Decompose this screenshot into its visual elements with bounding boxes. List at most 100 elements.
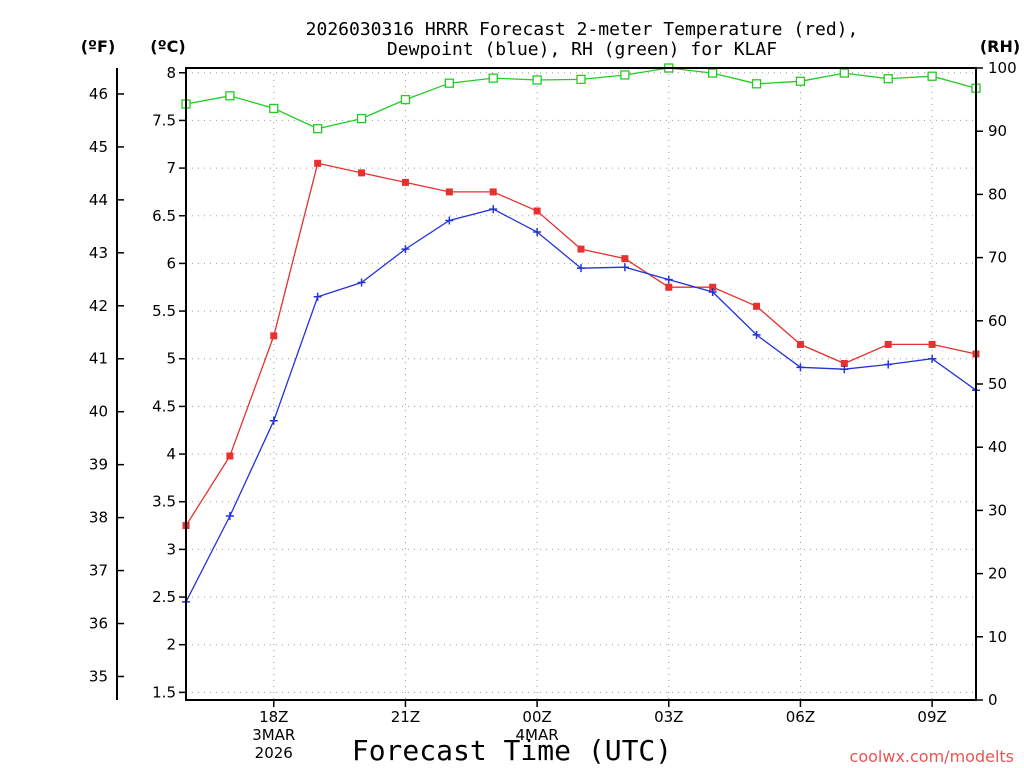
rh-tick-label: 40 [988, 438, 1007, 456]
fahrenheit-tick-label: 35 [89, 667, 108, 685]
grid-lines [186, 68, 976, 700]
celsius-axis-label: (ºC) [150, 37, 185, 56]
dewpoint-point [664, 275, 673, 284]
temperature-point [840, 360, 848, 368]
dewpoint-point [928, 354, 937, 363]
rh-tick-label: 70 [988, 249, 1007, 267]
fahrenheit-tick-label: 46 [89, 85, 108, 103]
time-tick-label: 03Z [654, 708, 683, 726]
rh-point [620, 70, 630, 80]
dewpoint-point [884, 360, 893, 369]
dewpoint-point [840, 365, 849, 374]
temperature-point [665, 283, 673, 291]
temperature-point [577, 245, 585, 253]
dewpoint-point [796, 363, 805, 372]
fahrenheit-tick-label: 38 [89, 509, 108, 527]
rh-tick-label: 50 [988, 375, 1007, 393]
celsius-tick-label: 2 [166, 636, 176, 654]
rh-point [532, 75, 542, 85]
temperature-point [533, 207, 541, 215]
dewpoint-point [269, 416, 278, 425]
dewpoint-point [357, 278, 366, 287]
rh-point [444, 78, 454, 88]
rh-axis-ticks: 0 10 20 30 40 50 60 70 80 90 100 [976, 59, 1017, 709]
chart-title-line1: 2026030316 HRRR Forecast 2-meter Tempera… [306, 19, 859, 40]
celsius-tick-label: 7 [166, 159, 176, 177]
rh-point [313, 124, 323, 134]
temperature-line [185, 162, 977, 526]
temperature-point [358, 169, 366, 177]
fahrenheit-tick-label: 43 [89, 244, 108, 262]
dewpoint-point [577, 264, 585, 273]
dewpoint-point [445, 216, 454, 225]
temperature-point [796, 340, 804, 348]
dewpoint-point [708, 288, 717, 297]
dewpoint-point [489, 205, 498, 214]
time-tick-label: 06Z [786, 708, 815, 726]
series-dewpoint [182, 205, 980, 606]
time-tick-label: 18Z [259, 708, 288, 726]
celsius-tick-label: 2.5 [152, 588, 176, 606]
dewpoint-point [752, 330, 761, 339]
rh-point [356, 113, 367, 124]
celsius-tick-label: 3.5 [152, 493, 176, 511]
data-series [181, 63, 981, 606]
time-tick-label: 09Z [917, 708, 946, 726]
dewpoint-point [313, 292, 322, 301]
fahrenheit-tick-label: 42 [89, 297, 108, 315]
time-tick-label: 00Z [522, 708, 551, 726]
time-tick-label: 21Z [391, 708, 420, 726]
celsius-tick-label: 3 [166, 540, 176, 558]
fahrenheit-tick-label: 37 [89, 562, 108, 580]
celsius-tick-label: 6.5 [152, 207, 176, 225]
x-axis-label: Forecast Time (UTC) [352, 734, 672, 767]
rh-tick-label: 0 [988, 691, 998, 709]
dewpoint-point [225, 512, 234, 521]
dewpoint-point [533, 227, 542, 236]
dewpoint-point [401, 245, 410, 254]
time-tick-label: 3MAR [252, 726, 295, 744]
celsius-axis-ticks: 1.5 2 2.5 3 3.5 4 4.5 5 5.5 6 6.5 7 7.5 8 [152, 64, 186, 701]
temperature-point [314, 159, 322, 167]
temperature-point [270, 332, 278, 340]
temperature-point [401, 178, 409, 186]
time-tick-label: 2026 [255, 744, 293, 762]
rh-point [795, 76, 806, 86]
temperature-point [928, 340, 936, 348]
rh-tick-label: 100 [988, 59, 1017, 77]
fahrenheit-tick-label: 36 [89, 615, 108, 633]
temperature-point [709, 283, 717, 291]
plot-frame [185, 67, 977, 701]
rh-point [883, 74, 893, 84]
time-tick-label: 4MAR [516, 726, 559, 744]
celsius-tick-label: 1.5 [152, 683, 176, 701]
celsius-tick-label: 4 [166, 445, 176, 463]
temperature-point [753, 302, 761, 310]
temperature-point [489, 188, 497, 196]
dewpoint-point [620, 263, 629, 272]
celsius-tick-label: 8 [166, 64, 176, 82]
rh-tick-label: 10 [988, 628, 1007, 646]
fahrenheit-tick-label: 41 [89, 350, 108, 368]
fahrenheit-tick-label: 40 [89, 403, 108, 421]
rh-tick-label: 30 [988, 501, 1007, 519]
series-temperature [182, 159, 980, 530]
temperature-point [621, 255, 629, 263]
watermark: coolwx.com/modelts [850, 747, 1014, 766]
series-rh [181, 63, 981, 134]
rh-point [269, 103, 279, 114]
celsius-tick-label: 5.5 [152, 302, 176, 320]
rh-tick-label: 90 [988, 122, 1007, 140]
fahrenheit-tick-label: 39 [89, 456, 108, 474]
fahrenheit-tick-label: 44 [89, 191, 108, 209]
rh-point [839, 68, 849, 78]
rh-point [225, 91, 235, 101]
rh-tick-label: 80 [988, 185, 1007, 203]
chart-title-line2: Dewpoint (blue), RH (green) for KLAF [387, 39, 777, 60]
temperature-point [445, 188, 453, 196]
rh-tick-label: 20 [988, 565, 1007, 583]
fahrenheit-tick-label: 45 [89, 138, 108, 156]
rh-point [927, 71, 937, 81]
